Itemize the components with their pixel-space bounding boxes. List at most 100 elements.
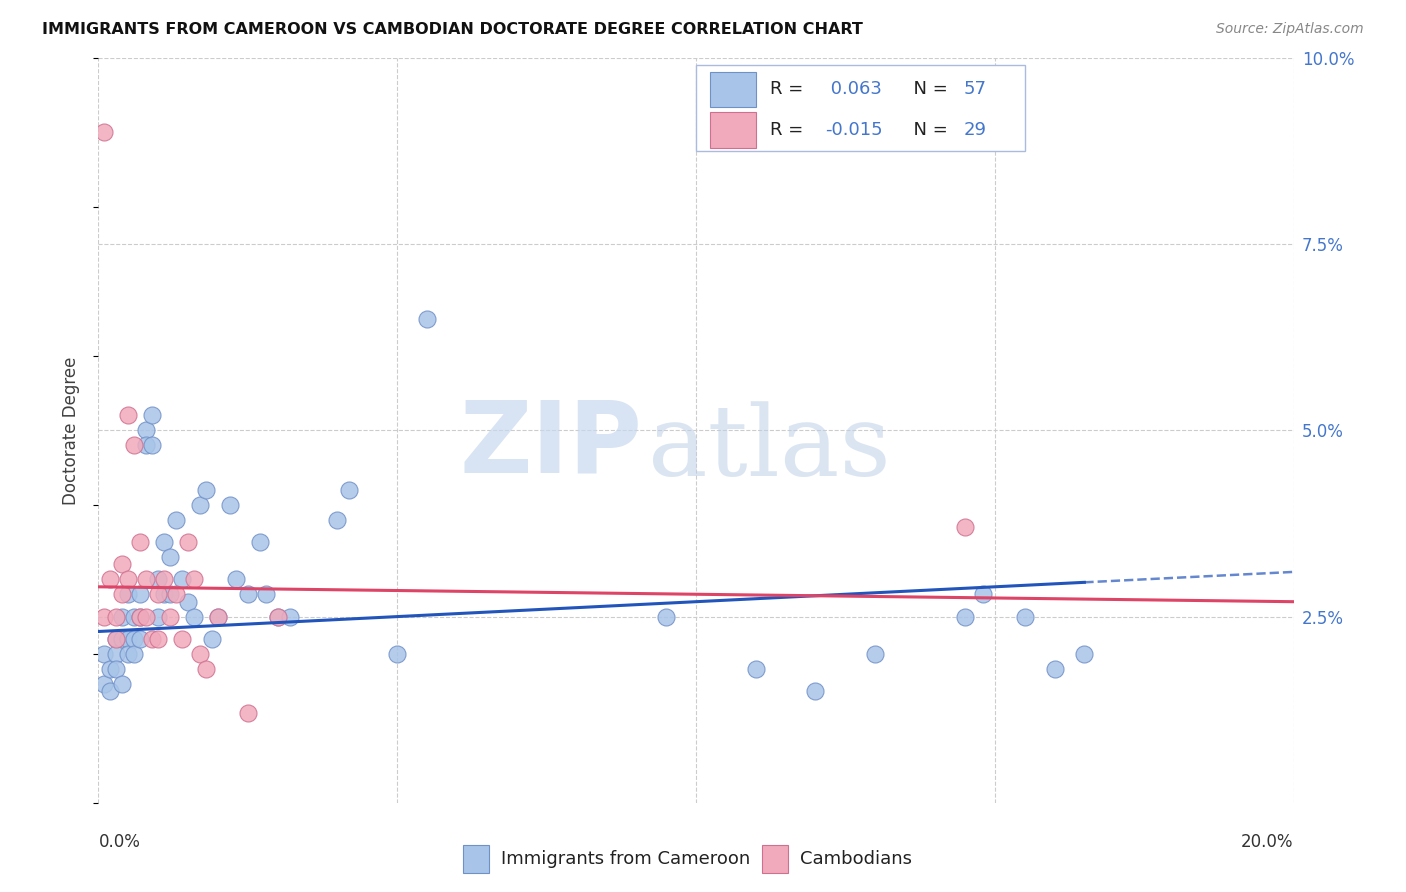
Point [105, 647, 128, 661]
Point [207, 609, 229, 624]
Point [148, 587, 170, 601]
Point [98, 573, 122, 587]
Point [865, 647, 887, 661]
Point [236, 587, 259, 601]
Point [159, 549, 181, 564]
Point [129, 609, 152, 624]
Point [278, 609, 301, 624]
Point [129, 587, 152, 601]
Point [165, 587, 187, 601]
FancyBboxPatch shape [696, 65, 1025, 151]
Text: 20.0%: 20.0% [1241, 833, 1294, 851]
Point [111, 632, 134, 646]
Text: IMMIGRANTS FROM CAMEROON VS CAMBODIAN DOCTORATE DEGREE CORRELATION CHART: IMMIGRANTS FROM CAMEROON VS CAMBODIAN DO… [42, 22, 863, 37]
Text: 57: 57 [963, 80, 987, 98]
Point [129, 632, 152, 646]
Point [129, 535, 152, 549]
Point [135, 573, 157, 587]
Point [267, 609, 290, 624]
Point [135, 609, 157, 624]
Text: N =: N = [901, 120, 953, 138]
Text: Cambodians: Cambodians [800, 850, 912, 868]
Point [385, 647, 409, 661]
Point [117, 587, 139, 601]
Point [141, 632, 163, 646]
FancyBboxPatch shape [710, 112, 756, 147]
Point [105, 662, 128, 676]
Point [153, 587, 176, 601]
Point [177, 535, 200, 549]
Point [1014, 609, 1036, 624]
Point [93, 647, 115, 661]
Y-axis label: Doctorate Degree: Doctorate Degree [62, 356, 80, 505]
Text: Source: ZipAtlas.com: Source: ZipAtlas.com [1216, 22, 1364, 37]
Point [135, 423, 157, 437]
Point [129, 609, 152, 624]
Point [148, 573, 170, 587]
Text: -0.015: -0.015 [825, 120, 883, 138]
FancyBboxPatch shape [463, 845, 489, 872]
Point [159, 609, 181, 624]
Point [141, 409, 163, 423]
Point [326, 513, 349, 527]
Point [124, 438, 146, 452]
Point [972, 587, 994, 601]
Point [111, 609, 134, 624]
Point [188, 498, 211, 512]
Point [188, 647, 211, 661]
Point [117, 573, 139, 587]
Point [153, 535, 176, 549]
Text: 29: 29 [963, 120, 987, 138]
Point [117, 409, 139, 423]
Point [1073, 647, 1095, 661]
FancyBboxPatch shape [710, 71, 756, 107]
Point [195, 483, 218, 497]
Point [93, 676, 115, 690]
Point [267, 609, 290, 624]
Point [93, 125, 115, 139]
Point [183, 609, 205, 624]
Point [236, 706, 259, 721]
Point [141, 438, 163, 452]
Point [159, 587, 181, 601]
Text: 0.063: 0.063 [825, 80, 882, 98]
Text: R =: R = [770, 120, 808, 138]
Point [745, 662, 768, 676]
Point [148, 609, 170, 624]
Point [135, 438, 157, 452]
Point [98, 662, 122, 676]
Point [172, 632, 194, 646]
Point [124, 632, 146, 646]
Text: N =: N = [901, 80, 953, 98]
Point [339, 483, 361, 497]
Point [1043, 662, 1066, 676]
Point [207, 609, 229, 624]
Point [111, 676, 134, 690]
Point [195, 662, 218, 676]
Point [117, 632, 139, 646]
Point [105, 632, 128, 646]
Point [165, 513, 187, 527]
Point [183, 573, 205, 587]
FancyBboxPatch shape [762, 845, 787, 872]
Point [98, 684, 122, 698]
Point [93, 609, 115, 624]
Text: Immigrants from Cameroon: Immigrants from Cameroon [501, 850, 751, 868]
Text: 0.0%: 0.0% [98, 833, 141, 851]
Text: ZIP: ZIP [460, 397, 643, 494]
Point [111, 587, 134, 601]
Point [953, 609, 976, 624]
Point [148, 632, 170, 646]
Point [153, 573, 176, 587]
Point [124, 609, 146, 624]
Point [111, 558, 134, 572]
Point [219, 498, 242, 512]
Point [225, 573, 247, 587]
Point [124, 647, 146, 661]
Point [804, 684, 827, 698]
Point [201, 632, 224, 646]
Point [416, 311, 439, 326]
Text: atlas: atlas [648, 401, 891, 497]
Point [249, 535, 271, 549]
Text: R =: R = [770, 80, 808, 98]
